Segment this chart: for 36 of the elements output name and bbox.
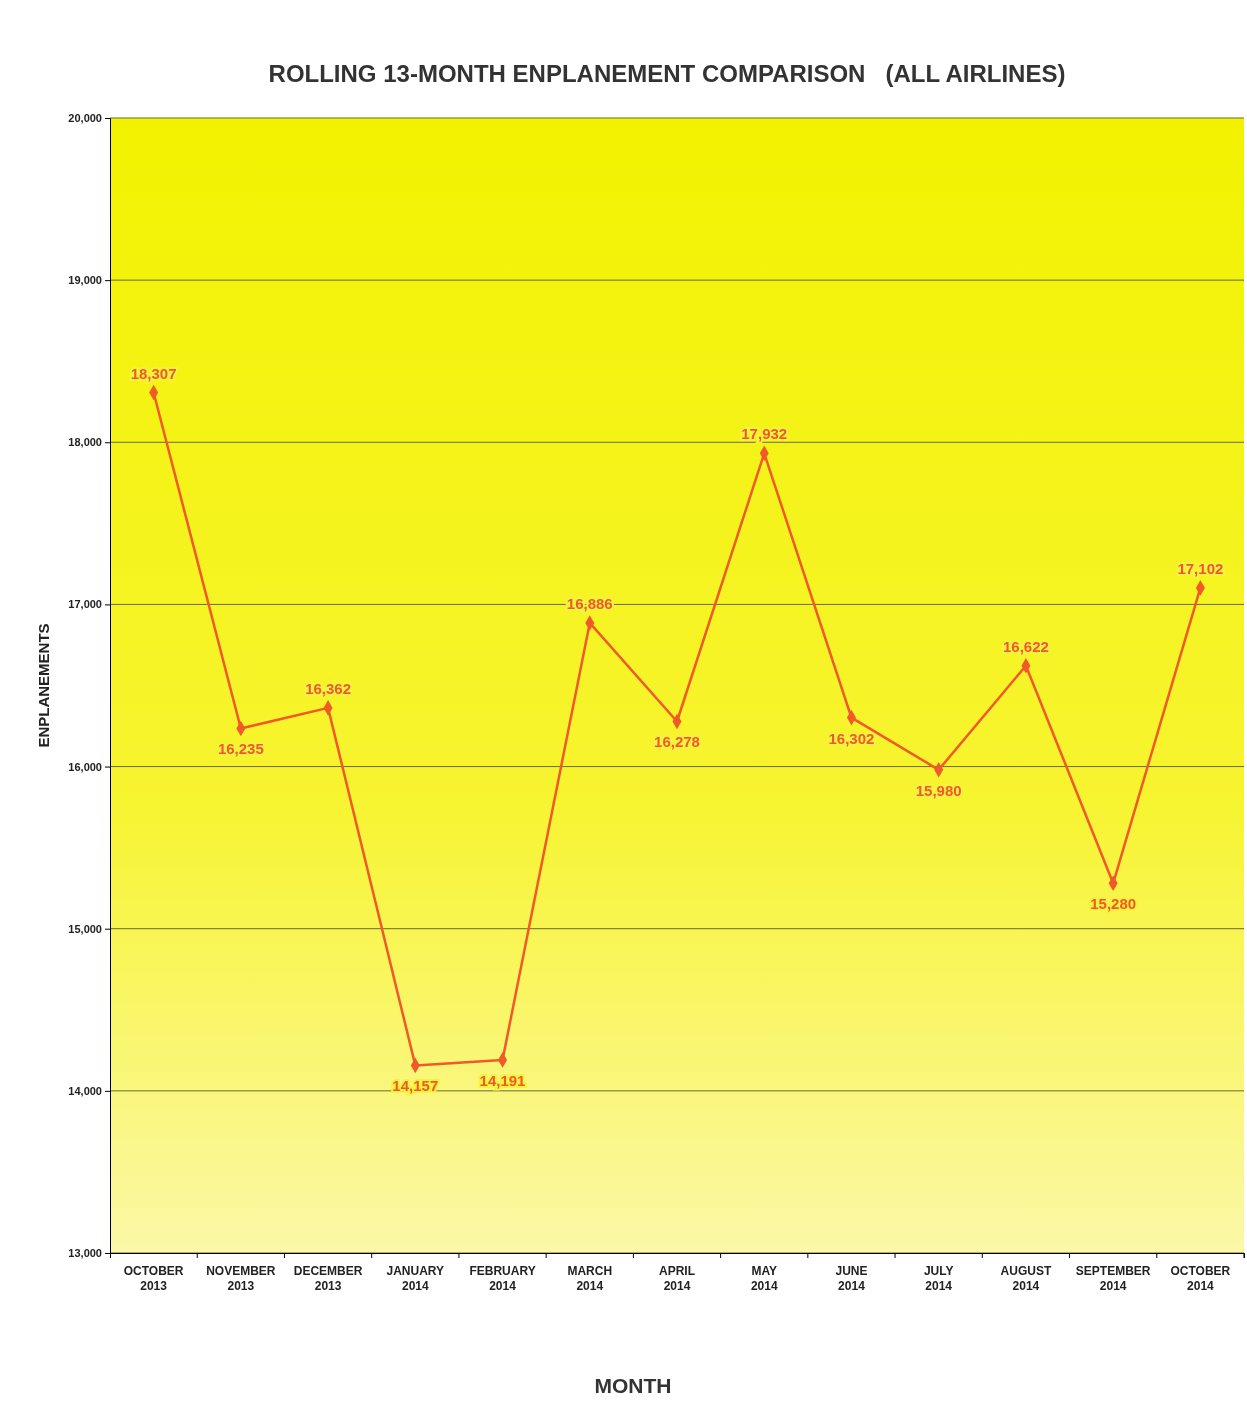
- data-label: 17,102: [1177, 559, 1224, 577]
- data-label: 14,157: [392, 1077, 439, 1095]
- x-tick-label: OCTOBER 2013: [123, 1264, 184, 1293]
- data-label: 15,980: [915, 781, 962, 799]
- x-tick-label: SEPTEMBER 2014: [1075, 1264, 1151, 1293]
- x-tick-label: APRIL 2014: [659, 1264, 695, 1293]
- data-label: 17,932: [741, 425, 788, 443]
- y-tick-label: 20,000: [68, 112, 102, 125]
- y-tick-label: 14,000: [68, 1084, 102, 1097]
- x-tick-label: OCTOBER 2014: [1170, 1264, 1231, 1293]
- x-tick-label: JANUARY 2014: [386, 1264, 445, 1293]
- y-tick-label: 19,000: [68, 274, 102, 287]
- y-tick-label: 17,000: [68, 598, 102, 611]
- x-tick-label: DECEMBER 2013: [293, 1264, 363, 1293]
- data-label: 18,307: [130, 364, 177, 382]
- x-tick-label: NOVEMBER 2013: [206, 1264, 276, 1293]
- x-tick-label: JUNE 2014: [835, 1264, 868, 1293]
- y-tick-label: 16,000: [68, 760, 102, 773]
- data-label: 16,622: [1002, 637, 1049, 655]
- data-label: 16,235: [217, 740, 264, 758]
- y-tick-label: 13,000: [68, 1247, 102, 1260]
- data-label: 14,191: [479, 1071, 526, 1089]
- data-label: 16,302: [828, 729, 875, 747]
- x-tick-label: MARCH 2014: [567, 1264, 613, 1293]
- data-label: 16,362: [305, 679, 352, 697]
- x-tick-label: FEBRUARY 2014: [469, 1264, 536, 1293]
- data-label: 15,280: [1090, 895, 1137, 913]
- y-tick-label: 15,000: [68, 922, 102, 935]
- data-label: 16,278: [654, 733, 700, 751]
- x-tick-label: AUGUST 2014: [1000, 1264, 1052, 1293]
- x-axis-title: MONTH: [594, 1374, 672, 1397]
- x-tick-label: JULY 2014: [923, 1264, 954, 1293]
- y-tick-label: 18,000: [68, 436, 102, 449]
- x-tick-label: MAY 2014: [750, 1264, 778, 1293]
- chart-title: ROLLING 13-MONTH ENPLANEMENT COMPARISON (ALL AIRLINES): [268, 60, 1066, 87]
- y-axis-title: ENPLANEMENTS: [35, 623, 52, 748]
